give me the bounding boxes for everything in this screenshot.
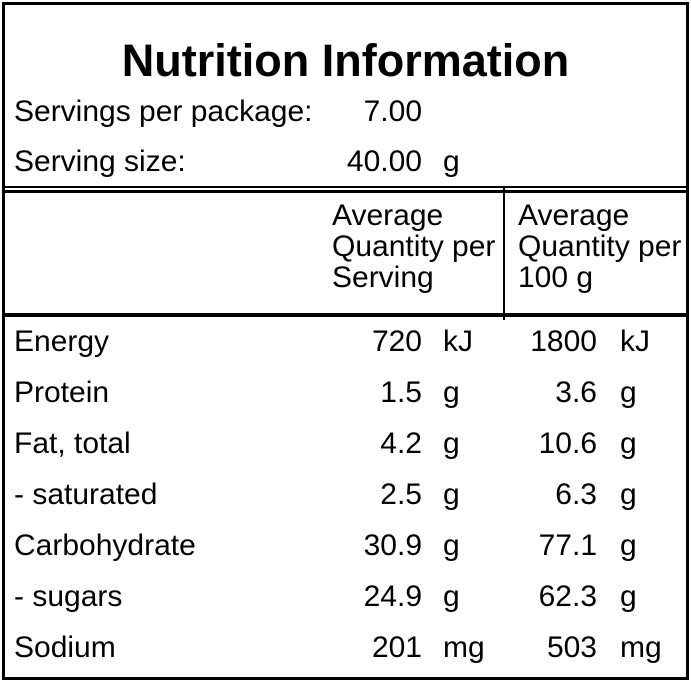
value-per-serving: 24.9 [363, 579, 422, 613]
serving-row-label: Servings per package: [14, 95, 313, 128]
column-header-per-serving: Average Quantity per Serving [332, 200, 503, 313]
double-rule-divider [5, 186, 686, 193]
unit-per-100g: kJ [620, 325, 650, 359]
unit-per-serving: mg [443, 630, 485, 664]
column-divider-line [503, 186, 505, 320]
nutrient-name: Sodium [14, 630, 116, 664]
value-per-serving: 1.5 [380, 376, 422, 410]
value-per-100g: 62.3 [538, 579, 597, 613]
table-row: Energy 720 kJ 1800 kJ [5, 317, 686, 368]
nutrient-name: Fat, total [14, 427, 131, 461]
unit-per-serving: g [443, 579, 460, 613]
column-header-per-100g: Average Quantity per 100 g [503, 200, 686, 313]
unit-per-100g: g [620, 427, 637, 461]
header-empty-cell [14, 200, 332, 313]
nutrient-table-body: Energy 720 kJ 1800 kJ Protein 1.5 g 3.6 … [5, 317, 686, 673]
value-per-serving: 2.5 [380, 478, 422, 511]
serving-info-row: Serving size: 40.00 g [5, 137, 686, 187]
table-header-section: Average Quantity per Serving Average Qua… [5, 193, 686, 313]
nutrient-name: Energy [14, 325, 110, 359]
nutrient-name: - saturated [14, 478, 158, 511]
table-row: Protein 1.5 g 3.6 g [5, 368, 686, 419]
table-row: - saturated 2.5 g 6.3 g [5, 470, 686, 521]
unit-per-100g: g [620, 528, 637, 562]
nutrient-name: - sugars [14, 579, 123, 613]
unit-per-100g: g [620, 579, 637, 613]
value-per-100g: 503 [546, 630, 597, 664]
page-title: Nutrition Information [121, 35, 570, 86]
value-per-100g: 10.6 [538, 427, 597, 461]
unit-per-serving: g [443, 376, 460, 410]
header-line: Average [518, 199, 630, 232]
serving-row-value: 7.00 [363, 95, 422, 128]
value-per-100g: 77.1 [538, 528, 597, 562]
unit-per-100g: g [620, 478, 637, 511]
unit-per-serving: g [443, 427, 460, 461]
header-line: 100 g [518, 261, 594, 294]
header-line: Quantity per [332, 230, 496, 263]
value-per-serving: 201 [371, 630, 422, 664]
unit-per-serving: g [443, 528, 460, 562]
value-per-100g: 6.3 [555, 478, 597, 511]
table-row: Sodium 201 mg 503 mg [5, 622, 686, 673]
nutrition-label-panel: Nutrition Information Servings per packa… [2, 2, 689, 680]
title-section: Nutrition Information [5, 5, 686, 85]
thick-rule-divider [5, 313, 686, 317]
serving-row-value: 40.00 [346, 145, 422, 178]
serving-info-row: Servings per package: 7.00 [5, 87, 686, 137]
table-row: - sugars 24.9 g 62.3 g [5, 571, 686, 622]
nutrient-name: Carbohydrate [14, 528, 196, 562]
header-line: Quantity per [518, 230, 682, 263]
value-per-serving: 720 [371, 325, 422, 359]
table-row: Fat, total 4.2 g 10.6 g [5, 419, 686, 470]
value-per-100g: 1800 [530, 325, 597, 359]
serving-row-unit: g [443, 145, 460, 178]
unit-per-100g: g [620, 376, 637, 410]
serving-row-label: Serving size: [14, 145, 186, 178]
serving-info-section: Servings per package: 7.00 Serving size:… [5, 85, 686, 186]
unit-per-serving: kJ [443, 325, 473, 359]
header-line: Serving [332, 261, 434, 294]
header-line: Average [332, 199, 444, 232]
unit-per-100g: mg [620, 630, 662, 664]
value-per-serving: 4.2 [380, 427, 422, 461]
value-per-serving: 30.9 [363, 528, 422, 562]
table-row: Carbohydrate 30.9 g 77.1 g [5, 520, 686, 571]
nutrient-name: Protein [14, 376, 110, 410]
value-per-100g: 3.6 [555, 376, 597, 410]
unit-per-serving: g [443, 478, 460, 511]
